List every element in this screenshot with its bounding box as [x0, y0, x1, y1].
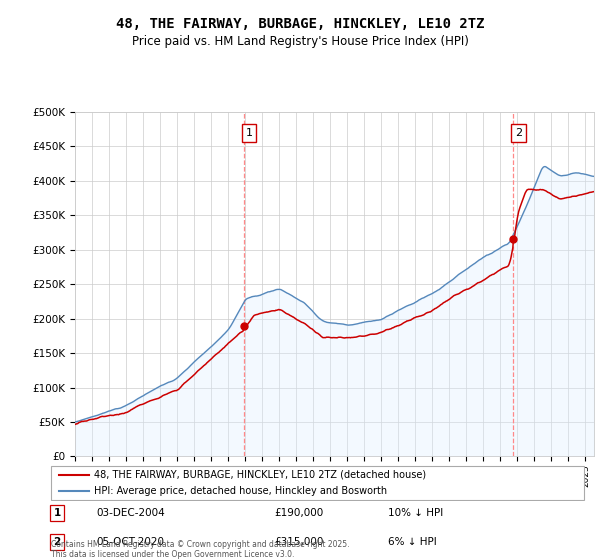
Text: 1: 1 — [245, 128, 253, 138]
Text: 48, THE FAIRWAY, BURBAGE, HINCKLEY, LE10 2TZ: 48, THE FAIRWAY, BURBAGE, HINCKLEY, LE10… — [116, 16, 484, 30]
Text: Contains HM Land Registry data © Crown copyright and database right 2025.
This d: Contains HM Land Registry data © Crown c… — [51, 540, 349, 559]
Text: Price paid vs. HM Land Registry's House Price Index (HPI): Price paid vs. HM Land Registry's House … — [131, 35, 469, 49]
Text: 05-OCT-2020: 05-OCT-2020 — [97, 537, 164, 547]
Text: 6% ↓ HPI: 6% ↓ HPI — [388, 537, 437, 547]
Text: £315,000: £315,000 — [275, 537, 324, 547]
Text: 10% ↓ HPI: 10% ↓ HPI — [388, 508, 443, 518]
Text: HPI: Average price, detached house, Hinckley and Bosworth: HPI: Average price, detached house, Hinc… — [94, 487, 387, 496]
Text: £190,000: £190,000 — [275, 508, 324, 518]
Text: 2: 2 — [515, 128, 522, 138]
Text: 1: 1 — [53, 508, 61, 518]
FancyBboxPatch shape — [50, 466, 584, 500]
Text: 48, THE FAIRWAY, BURBAGE, HINCKLEY, LE10 2TZ (detached house): 48, THE FAIRWAY, BURBAGE, HINCKLEY, LE10… — [94, 470, 426, 479]
Text: 03-DEC-2004: 03-DEC-2004 — [97, 508, 166, 518]
Text: 2: 2 — [53, 537, 61, 547]
